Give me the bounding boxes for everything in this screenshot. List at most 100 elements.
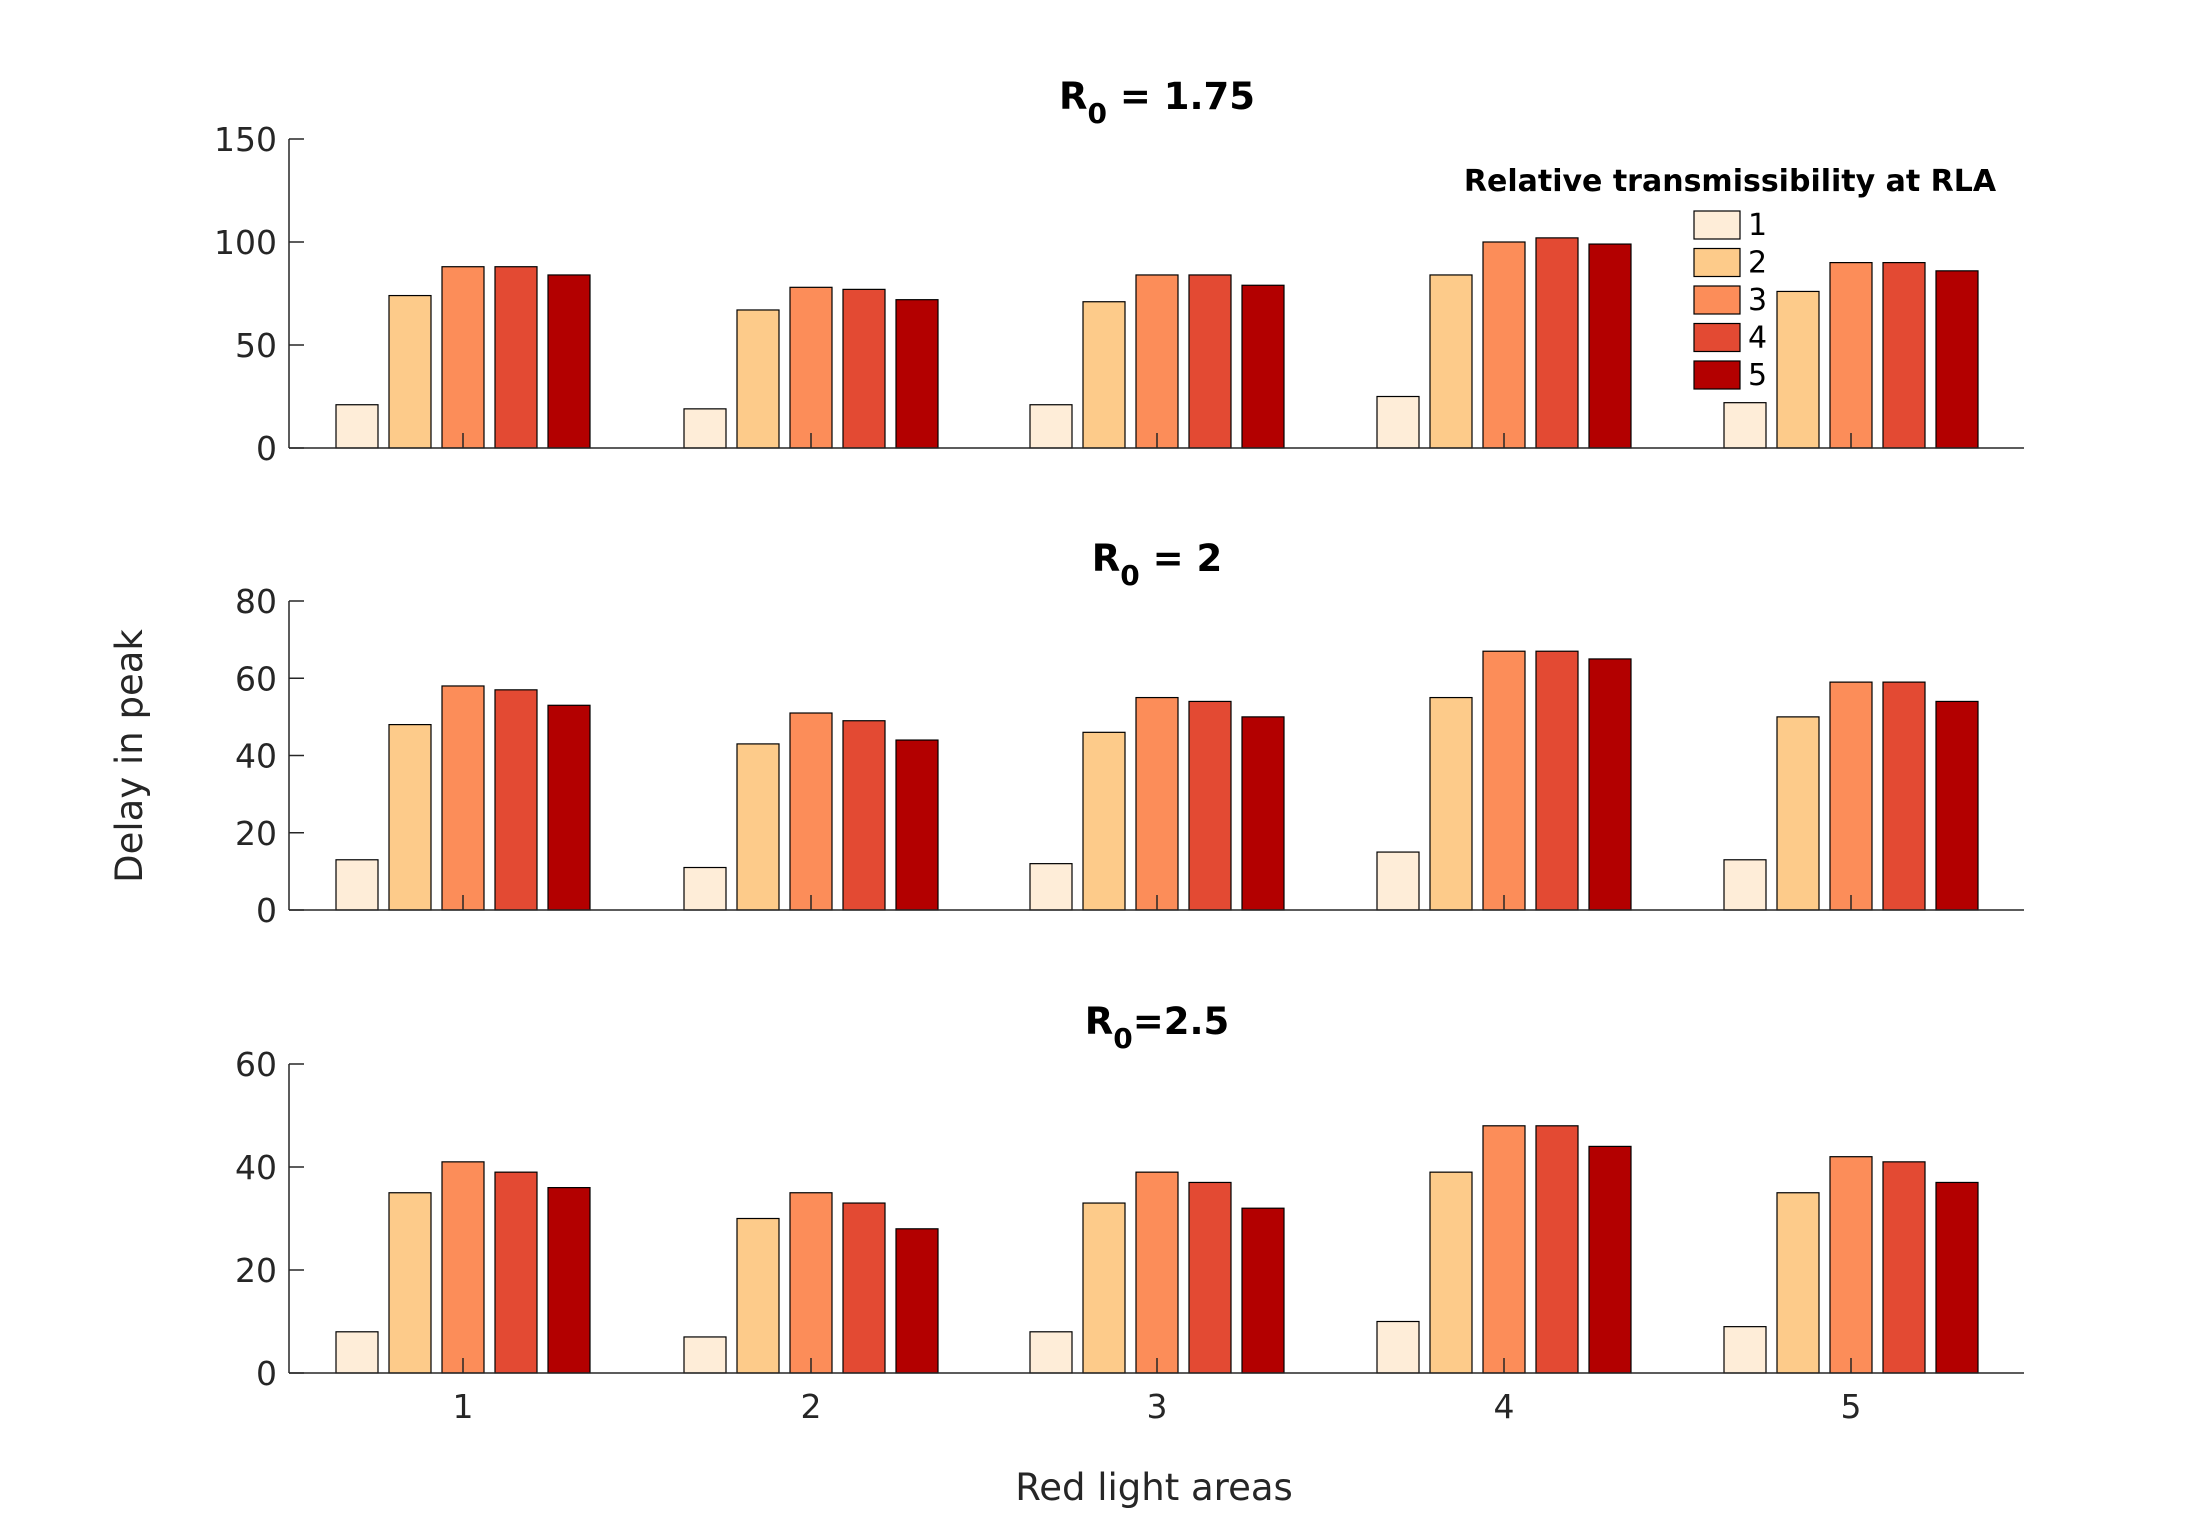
bar-panel3-series5-cat5 [1935, 1181, 1979, 1374]
title-main: R [1092, 537, 1121, 580]
bar-panel3-series1-cat2 [683, 1336, 727, 1374]
bar-panel2-series5-cat1 [547, 704, 591, 911]
y-tick-label: 20 [235, 814, 277, 853]
bar-panel1-series4-cat1 [494, 266, 538, 449]
y-tick-label: 0 [256, 1354, 277, 1393]
bar-panel1-series2-cat3 [1082, 301, 1126, 449]
y-tick-label: 20 [235, 1251, 277, 1290]
bar-panel2-series4-cat2 [842, 720, 886, 911]
bar-panel3-series4-cat3 [1188, 1181, 1232, 1374]
legend-label-2: 2 [1748, 246, 1767, 281]
legend-title: Relative transmissibility at RLA [1464, 164, 1997, 199]
bar-panel1-series4-cat2 [842, 288, 886, 449]
title-rest: = 1.75 [1107, 75, 1255, 118]
bar-panel2-series3-cat1 [441, 685, 485, 911]
bar-panel1-series2-cat4 [1429, 274, 1473, 449]
bar-panel2-series3-cat4 [1482, 650, 1526, 911]
bar-panel3-series3-cat4 [1482, 1125, 1526, 1374]
bar-panel3-series2-cat4 [1429, 1171, 1473, 1374]
bar-panel1-series3-cat4 [1482, 241, 1526, 449]
bar-panel1-series5-cat4 [1588, 243, 1632, 449]
bar-panel2-series3-cat5 [1829, 681, 1873, 911]
bar-panel3-series4-cat5 [1882, 1161, 1926, 1374]
x-tick-label: 4 [1494, 1387, 1515, 1426]
bar-panel2-series1-cat1 [335, 859, 379, 911]
bar-panel2-series5-cat4 [1588, 658, 1632, 911]
title-rest: = 2 [1140, 537, 1223, 580]
subplot-title: R0 = 2 [1092, 537, 1223, 592]
y-tick-label: 60 [235, 659, 277, 698]
bar-panel3-series2-cat3 [1082, 1202, 1126, 1374]
legend-label-4: 4 [1748, 321, 1767, 356]
bar-panel2-series4-cat3 [1188, 700, 1232, 911]
bar-panel1-series2-cat2 [736, 309, 780, 449]
bar-panel1-series3-cat1 [441, 266, 485, 449]
bar-panel2-series4-cat5 [1882, 681, 1926, 911]
bar-panel2-series5-cat3 [1241, 716, 1285, 911]
bar-panel2-series2-cat4 [1429, 696, 1473, 911]
bar-panel2-series1-cat3 [1029, 863, 1073, 911]
bar-panel3-series3-cat3 [1135, 1171, 1179, 1374]
legend-label-3: 3 [1748, 283, 1767, 318]
bar-panel1-series2-cat1 [388, 294, 432, 449]
title-subscript: 0 [1120, 559, 1139, 592]
bar-panel1-series1-cat5 [1723, 402, 1767, 449]
bar-panel3-series1-cat3 [1029, 1331, 1073, 1374]
bar-panel3-series1-cat5 [1723, 1326, 1767, 1374]
title-main: R [1085, 1000, 1114, 1043]
bar-panel3-series3-cat2 [789, 1192, 833, 1374]
bar-panel3-series5-cat1 [547, 1186, 591, 1374]
title-rest: =2.5 [1133, 1000, 1230, 1043]
bar-panel3-series4-cat1 [494, 1171, 538, 1374]
legend-swatch-1 [1693, 210, 1741, 240]
y-tick-label: 0 [256, 429, 277, 468]
y-tick-label: 100 [214, 223, 277, 262]
title-subscript: 0 [1113, 1022, 1132, 1055]
bar-panel3-series1-cat4 [1376, 1320, 1420, 1374]
subplot-title: R0 = 1.75 [1059, 75, 1255, 130]
bar-panel2-series2-cat1 [388, 723, 432, 911]
y-tick-label: 150 [214, 120, 277, 159]
x-tick-label: 3 [1147, 1387, 1168, 1426]
bar-panel2-series4-cat1 [494, 689, 538, 911]
bar-panel3-series2-cat5 [1776, 1192, 1820, 1374]
bar-panel2-series5-cat2 [895, 739, 939, 911]
x-tick-label: 5 [1841, 1387, 1862, 1426]
bar-panel3-series4-cat4 [1535, 1125, 1579, 1374]
bar-panel2-series1-cat5 [1723, 859, 1767, 911]
subplot-title: R0=2.5 [1085, 1000, 1230, 1055]
title-subscript: 0 [1087, 97, 1106, 130]
bar-panel3-series5-cat4 [1588, 1145, 1632, 1374]
bar-panel2-series2-cat2 [736, 743, 780, 911]
bar-panel1-series5-cat2 [895, 299, 939, 449]
x-axis-label: Red light areas [1015, 1466, 1293, 1509]
legend-label-5: 5 [1748, 358, 1767, 393]
bar-panel2-series1-cat4 [1376, 851, 1420, 911]
bar-panel3-series5-cat3 [1241, 1207, 1285, 1374]
legend-swatch-5 [1693, 360, 1741, 390]
bar-panel1-series4-cat5 [1882, 262, 1926, 449]
title-main: R [1059, 75, 1088, 118]
bar-panel2-series2-cat5 [1776, 716, 1820, 911]
y-tick-label: 40 [235, 1148, 277, 1187]
bar-panel2-series1-cat2 [683, 866, 727, 911]
bar-panel3-series2-cat2 [736, 1217, 780, 1374]
y-tick-label: 50 [235, 326, 277, 365]
bar-panel2-series3-cat2 [789, 712, 833, 911]
bar-panel1-series1-cat3 [1029, 404, 1073, 449]
y-tick-label: 60 [235, 1045, 277, 1084]
bar-panel1-series5-cat1 [547, 274, 591, 449]
bar-panel3-series4-cat2 [842, 1202, 886, 1374]
bar-panel3-series5-cat2 [895, 1228, 939, 1374]
x-tick-label: 1 [453, 1387, 474, 1426]
bar-panel2-series2-cat3 [1082, 731, 1126, 911]
bar-panel1-series3-cat5 [1829, 262, 1873, 449]
bar-panel3-series1-cat1 [335, 1331, 379, 1374]
bar-panel1-series1-cat4 [1376, 395, 1420, 449]
legend-swatch-4 [1693, 322, 1741, 353]
legend-swatch-3 [1693, 285, 1741, 315]
